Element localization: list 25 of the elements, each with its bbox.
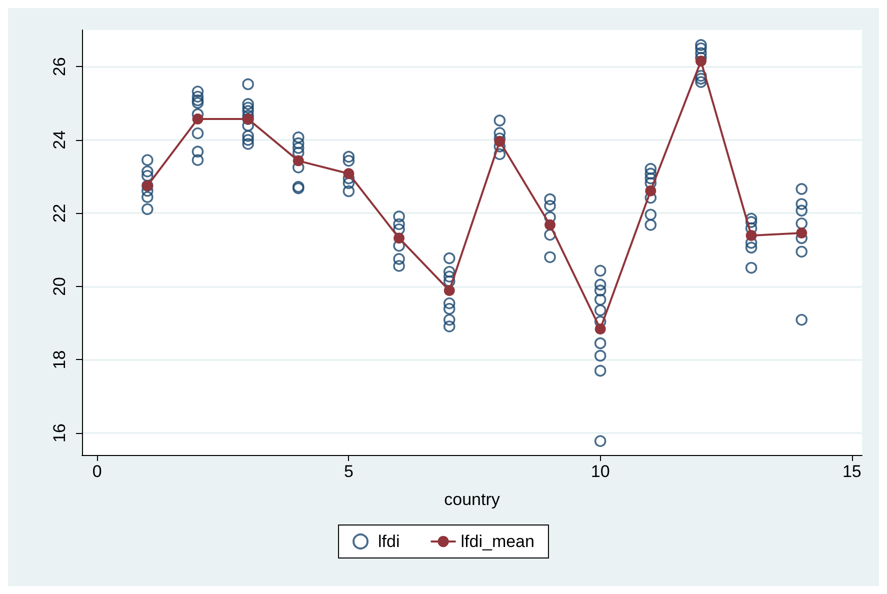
- y-tick-label: 26: [50, 57, 69, 76]
- point: [343, 168, 354, 180]
- y-tick-label: 24: [50, 130, 69, 150]
- point: [594, 323, 606, 334]
- y-tick-label: 20: [50, 277, 69, 296]
- x-tick-label: 5: [344, 462, 354, 481]
- x-tick-label: 10: [590, 462, 610, 481]
- point: [394, 232, 405, 244]
- y-tick-label: 22: [50, 204, 69, 223]
- y-tick-label: 18: [50, 350, 69, 370]
- y-tick-label: 16: [50, 424, 69, 442]
- point: [544, 219, 556, 230]
- point: [645, 185, 656, 196]
- x-tick-label: 0: [92, 462, 102, 481]
- point: [695, 56, 706, 67]
- legend-label: lfdi_mean: [460, 532, 534, 551]
- legend-label: lfdi: [378, 532, 400, 551]
- x-axis-title: country: [444, 490, 500, 509]
- point: [192, 114, 204, 125]
- point: [746, 230, 757, 242]
- point: [494, 136, 506, 147]
- point: [292, 155, 304, 166]
- point: [796, 227, 808, 238]
- x-tick-label: 15: [842, 462, 862, 481]
- point: [444, 285, 455, 296]
